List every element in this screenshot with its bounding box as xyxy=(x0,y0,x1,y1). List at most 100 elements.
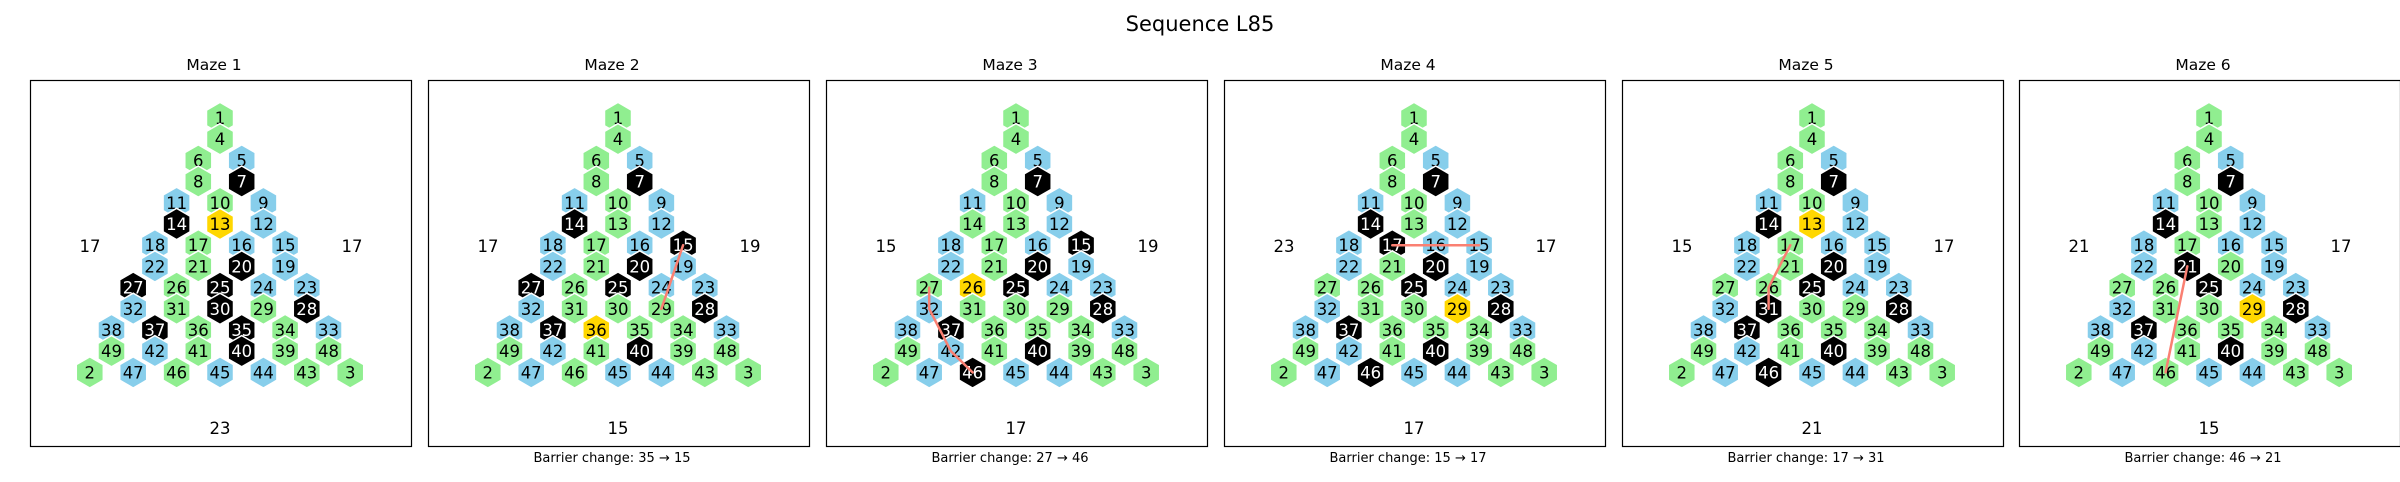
hex-cell-44: 44 xyxy=(1046,357,1073,388)
svg-text:14: 14 xyxy=(166,215,187,234)
hex-cell-12: 12 xyxy=(1842,208,1869,239)
svg-text:13: 13 xyxy=(2199,215,2220,234)
svg-text:46: 46 xyxy=(564,363,585,382)
svg-text:47: 47 xyxy=(919,363,940,382)
hex-cell-2: 2 xyxy=(2065,357,2092,388)
hex-cell-12: 12 xyxy=(250,208,277,239)
svg-text:14: 14 xyxy=(2155,215,2176,234)
hex-cell-28: 28 xyxy=(293,293,320,324)
svg-text:14: 14 xyxy=(962,215,983,234)
hex-cell-13: 13 xyxy=(2195,208,2222,239)
svg-text:30: 30 xyxy=(1802,300,1823,319)
svg-text:13: 13 xyxy=(210,215,231,234)
svg-text:31: 31 xyxy=(1360,300,1381,319)
svg-text:19: 19 xyxy=(275,257,296,276)
left-side-label: 17 xyxy=(80,237,101,256)
hex-cell-30: 30 xyxy=(2195,293,2222,324)
hex-cell-28: 28 xyxy=(1089,293,1116,324)
hex-cell-48: 48 xyxy=(1907,336,1934,367)
hex-cell-28: 28 xyxy=(2282,293,2309,324)
hex-cell-30: 30 xyxy=(1002,293,1029,324)
svg-text:12: 12 xyxy=(1845,215,1866,234)
hex-cell-2: 2 xyxy=(1668,357,1695,388)
hex-cell-49: 49 xyxy=(1690,336,1717,367)
svg-text:31: 31 xyxy=(564,300,585,319)
hex-cell-29: 29 xyxy=(1444,293,1471,324)
hex-cell-30: 30 xyxy=(604,293,631,324)
hex-cell-47: 47 xyxy=(1712,357,1739,388)
barrier-change-caption: Barrier change: 15 → 17 xyxy=(1209,451,1607,466)
svg-text:12: 12 xyxy=(253,215,274,234)
svg-text:49: 49 xyxy=(1693,342,1714,361)
hex-cell-14: 14 xyxy=(163,208,190,239)
svg-text:48: 48 xyxy=(1512,342,1533,361)
hex-cell-32: 32 xyxy=(2109,293,2136,324)
hex-cell-4: 4 xyxy=(604,124,631,155)
svg-text:46: 46 xyxy=(166,363,187,382)
hex-cell-7: 7 xyxy=(2217,166,2244,197)
hex-cell-29: 29 xyxy=(2239,293,2266,324)
svg-text:49: 49 xyxy=(2090,342,2111,361)
svg-text:22: 22 xyxy=(2133,257,2154,276)
svg-text:41: 41 xyxy=(2177,342,2198,361)
hex-cell-44: 44 xyxy=(648,357,675,388)
svg-text:21: 21 xyxy=(1382,257,1403,276)
svg-text:2: 2 xyxy=(1279,363,1290,382)
svg-text:39: 39 xyxy=(673,342,694,361)
svg-text:49: 49 xyxy=(897,342,918,361)
svg-text:4: 4 xyxy=(1807,130,1818,149)
hex-cell-19: 19 xyxy=(1466,251,1493,282)
svg-text:45: 45 xyxy=(1006,363,1027,382)
svg-text:43: 43 xyxy=(694,363,715,382)
right-side-label: 17 xyxy=(1934,237,1955,256)
svg-text:8: 8 xyxy=(2182,173,2193,192)
hex-cell-39: 39 xyxy=(272,336,299,367)
svg-text:7: 7 xyxy=(1032,173,1043,192)
bottom-side-label: 17 xyxy=(1006,419,1027,438)
hex-cell-21: 21 xyxy=(1379,251,1406,282)
hex-cell-41: 41 xyxy=(185,336,212,367)
svg-text:3: 3 xyxy=(1539,363,1550,382)
svg-text:20: 20 xyxy=(1425,257,1446,276)
maze-title: Maze 3 xyxy=(811,56,1209,74)
hex-cell-22: 22 xyxy=(539,251,566,282)
hex-cell-30: 30 xyxy=(1798,293,1825,324)
svg-text:20: 20 xyxy=(629,257,650,276)
hex-cell-8: 8 xyxy=(1379,166,1406,197)
maze-title: Maze 2 xyxy=(413,56,811,74)
svg-text:39: 39 xyxy=(1469,342,1490,361)
hex-cell-7: 7 xyxy=(1422,166,1449,197)
svg-text:2: 2 xyxy=(881,363,892,382)
hex-cell-3: 3 xyxy=(1929,357,1956,388)
svg-text:13: 13 xyxy=(1802,215,1823,234)
svg-text:49: 49 xyxy=(1295,342,1316,361)
hex-cell-40: 40 xyxy=(626,336,653,367)
hex-cell-42: 42 xyxy=(2130,336,2157,367)
hex-cell-40: 40 xyxy=(1422,336,1449,367)
svg-text:8: 8 xyxy=(591,173,602,192)
hex-cell-29: 29 xyxy=(1842,293,1869,324)
svg-text:28: 28 xyxy=(1490,300,1511,319)
hex-cell-41: 41 xyxy=(2174,336,2201,367)
svg-text:45: 45 xyxy=(1802,363,1823,382)
hex-cell-44: 44 xyxy=(250,357,277,388)
hex-cell-49: 49 xyxy=(1292,336,1319,367)
svg-text:39: 39 xyxy=(1867,342,1888,361)
hex-cell-14: 14 xyxy=(959,208,986,239)
svg-text:40: 40 xyxy=(629,342,650,361)
svg-text:2: 2 xyxy=(85,363,96,382)
svg-text:20: 20 xyxy=(231,257,252,276)
hex-cell-47: 47 xyxy=(2109,357,2136,388)
svg-text:40: 40 xyxy=(2220,342,2241,361)
svg-text:22: 22 xyxy=(144,257,165,276)
right-side-label: 19 xyxy=(740,237,761,256)
svg-text:7: 7 xyxy=(2225,173,2236,192)
bottom-side-label: 15 xyxy=(2199,419,2220,438)
svg-text:29: 29 xyxy=(253,300,274,319)
svg-text:28: 28 xyxy=(2285,300,2306,319)
svg-text:20: 20 xyxy=(2220,257,2241,276)
